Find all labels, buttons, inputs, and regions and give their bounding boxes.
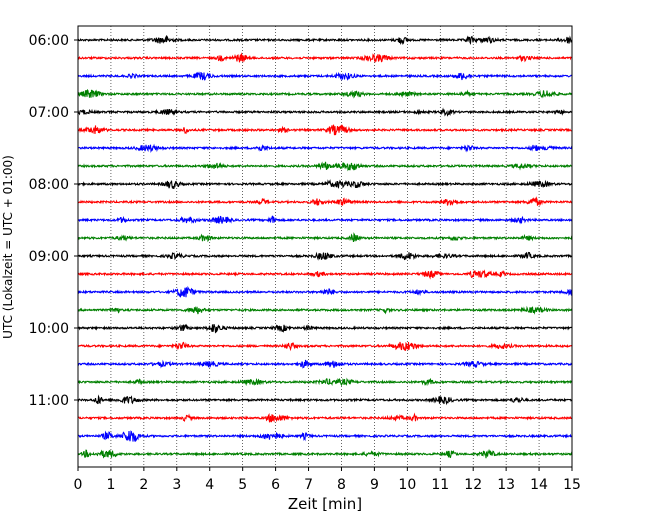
x-tick-label: 15	[563, 477, 581, 493]
x-axis-label: Zeit [min]	[288, 495, 362, 513]
trace-line	[77, 34, 573, 46]
x-tick-label: 6	[271, 477, 280, 493]
x-tick-label: 12	[464, 477, 482, 493]
y-tick-label: 09:00	[29, 249, 69, 265]
x-tick-label: 13	[497, 477, 515, 493]
trace-line	[77, 251, 573, 261]
x-tick-label: 8	[337, 477, 346, 493]
x-tick-label: 7	[304, 477, 313, 493]
x-tick-label: 2	[139, 477, 148, 493]
x-tick-label: 9	[370, 477, 379, 493]
trace-line	[77, 305, 572, 315]
trace-line	[77, 143, 573, 154]
x-tick-label: 10	[398, 477, 416, 493]
trace-line	[77, 161, 573, 172]
trace-line	[77, 123, 573, 136]
x-tick-label: 11	[431, 477, 449, 493]
trace-line	[77, 448, 573, 459]
y-tick-label: 06:00	[29, 33, 69, 49]
x-tick-label: 1	[106, 477, 115, 493]
trace-line	[77, 323, 573, 334]
trace-line	[77, 232, 573, 243]
x-tick-label: 0	[74, 477, 83, 493]
trace-line	[77, 430, 573, 443]
trace-line	[77, 52, 573, 64]
trace-line	[77, 341, 573, 352]
y-axis-label: UTC (Lokalzeit = UTC + 01:00)	[1, 155, 15, 339]
trace-line	[77, 285, 573, 298]
trace-line	[77, 88, 573, 99]
x-tick-label: 5	[238, 477, 247, 493]
trace-line	[77, 71, 573, 81]
trace-line	[77, 179, 573, 189]
trace-line	[77, 394, 573, 406]
trace-line	[77, 196, 573, 207]
plot-frame	[77, 25, 573, 468]
y-tick-label: 10:00	[29, 321, 69, 337]
trace-line	[77, 377, 573, 387]
x-tick-label: 3	[172, 477, 181, 493]
x-axis: 0 1 2 3 4 5 6 7 8 9 10 11 12 13 14 15	[74, 467, 581, 493]
trace-line	[77, 412, 573, 423]
x-tick-label: 14	[530, 477, 548, 493]
y-tick-label: 07:00	[29, 105, 69, 121]
trace-line	[77, 359, 573, 369]
y-tick-label: 11:00	[29, 393, 69, 409]
trace-line	[77, 107, 573, 117]
x-tick-label: 4	[205, 477, 214, 493]
trace-line	[77, 269, 573, 280]
y-tick-label: 08:00	[29, 177, 69, 193]
trace-line	[77, 215, 573, 225]
y-axis: 06:00 07:00 08:00 09:00 10:00 11:00	[29, 33, 78, 409]
traces-layer	[77, 34, 573, 459]
